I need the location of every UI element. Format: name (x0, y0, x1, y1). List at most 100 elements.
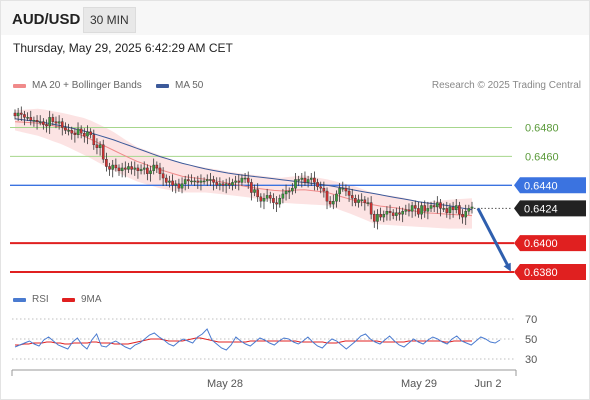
candle-body (464, 211, 467, 218)
candle (237, 174, 241, 191)
candle-body (366, 202, 370, 204)
candle-body (70, 130, 74, 134)
candle (401, 207, 404, 223)
candle (108, 162, 111, 176)
candle (372, 210, 376, 228)
candle (458, 201, 461, 220)
candle-body (23, 114, 26, 118)
candle (369, 196, 373, 220)
candle (92, 129, 96, 150)
candle (451, 201, 455, 218)
candle-body (265, 195, 269, 199)
candle-body (29, 117, 33, 121)
candle-body (291, 187, 294, 192)
interval-badge[interactable]: 30 MIN (83, 7, 136, 33)
candle (60, 118, 64, 136)
candle (73, 128, 77, 143)
candle-body (341, 187, 345, 190)
candle-body (275, 202, 278, 205)
legend-label-9ma: 9MA (81, 294, 102, 305)
candle (379, 207, 382, 221)
candle (309, 172, 313, 186)
candle-body (228, 183, 231, 186)
candle (155, 161, 159, 173)
candle-body (470, 206, 474, 209)
candle-body (42, 121, 45, 125)
candle-body (363, 199, 367, 203)
candle (284, 184, 288, 201)
candle-body (108, 166, 111, 170)
candle-body (420, 205, 423, 215)
candle (149, 165, 152, 182)
candle-body (120, 167, 124, 172)
candle (161, 167, 165, 186)
candle (297, 175, 300, 186)
candle-body (45, 124, 48, 127)
candle-body (105, 159, 108, 167)
candle (142, 161, 146, 175)
candle (193, 177, 196, 186)
candle-body (322, 187, 326, 192)
candle (240, 174, 244, 186)
candle-body (439, 202, 442, 209)
candle-body (372, 213, 376, 222)
candle (190, 174, 193, 185)
candle (171, 174, 174, 192)
rsi-tick-70: 70 (525, 314, 537, 326)
candle-body (83, 133, 86, 137)
candle (228, 177, 231, 189)
legend-label-ma20: MA 20 + Bollinger Bands (32, 80, 142, 91)
candle-body (451, 206, 455, 211)
level-badge-0.6380: 0.6380 (514, 263, 586, 280)
candle (250, 178, 253, 201)
candle-body (278, 198, 282, 205)
candle (366, 197, 370, 207)
header-bar: AUD/USD 30 MIN (1, 1, 589, 35)
candle (265, 188, 269, 202)
candle (332, 194, 335, 210)
candle (111, 159, 115, 178)
candle (300, 172, 304, 188)
candle (57, 115, 61, 130)
candle-body (187, 179, 190, 182)
candle-body (461, 213, 464, 218)
level-label: 0.6440 (524, 180, 558, 192)
candle (281, 188, 285, 204)
level-label-0.6480: 0.6480 (525, 122, 559, 134)
candle-body (224, 183, 228, 186)
candle (436, 196, 439, 214)
candle-body (54, 121, 58, 124)
candle (246, 171, 250, 189)
candle-body (287, 190, 291, 193)
candle (470, 201, 474, 214)
candle (407, 203, 411, 217)
candle (16, 107, 20, 121)
candle (183, 175, 187, 191)
candle (158, 162, 162, 181)
candle-body (243, 177, 247, 180)
symbol-title: AUD/USD (12, 11, 81, 28)
legend-swatch-9ma (62, 297, 75, 302)
candle-body (328, 200, 332, 205)
candle-body (231, 182, 234, 186)
ma20-line (14, 121, 473, 217)
candle (209, 172, 212, 186)
rsi-line (14, 328, 501, 351)
candle (205, 174, 209, 186)
level-label: 0.6424 (524, 203, 558, 215)
candle-body (48, 117, 51, 127)
candle-body (51, 117, 55, 122)
candle-body (205, 179, 209, 182)
candle (64, 122, 67, 134)
level-badge-0.6440: 0.6440 (514, 177, 586, 194)
candle (391, 209, 395, 220)
candle-body (297, 179, 300, 181)
bollinger-band-fill (15, 108, 472, 229)
candle-body (250, 182, 253, 193)
candle-body (335, 193, 338, 202)
candle (105, 152, 108, 172)
candle (29, 110, 33, 126)
legend-swatch-ma50 (156, 83, 169, 88)
candle (278, 194, 282, 208)
